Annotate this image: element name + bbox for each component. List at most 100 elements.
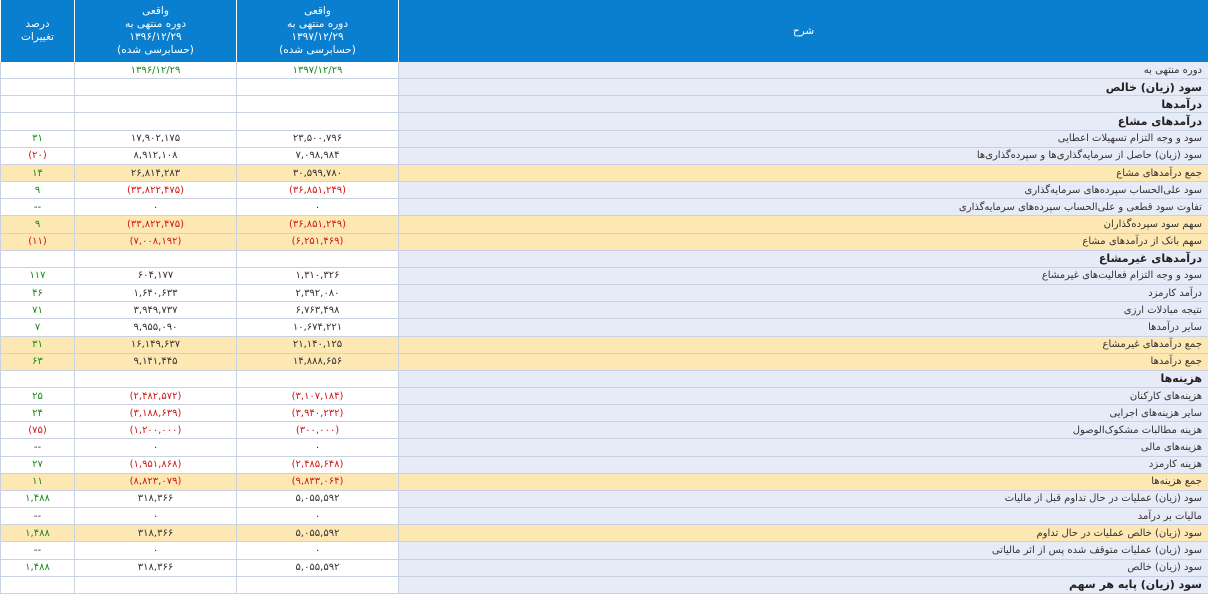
- value-cell: [0, 113, 74, 131]
- value-cell: ۶۰۴,۱۷۷: [74, 267, 236, 286]
- header-line: (حسابرسی شده): [117, 44, 194, 56]
- value-cell: ۷,۰۹۸,۹۸۴: [236, 147, 398, 165]
- value-cell: (۱۱): [0, 233, 74, 251]
- row-label: سایر هزینه‌های اجرایی: [398, 405, 1208, 423]
- row-label: سود (زیان) عملیات در حال تداوم قبل از ما…: [398, 490, 1208, 509]
- header-line: (حسابرسی شده): [279, 44, 356, 56]
- value-cell: ۳۱: [0, 130, 74, 148]
- row-label: سهم سود سپرده‌گذاران: [398, 216, 1208, 234]
- value-cell: (۶,۲۵۱,۴۶۹): [236, 233, 398, 251]
- value-cell: ۱۴,۸۸۸,۶۵۶: [236, 353, 398, 371]
- row-label: درآمد کارمزد: [398, 285, 1208, 303]
- value-cell: ۹: [0, 182, 74, 200]
- value-cell: (۳,۹۴۰,۲۳۲): [236, 405, 398, 423]
- header-line: تغییرات: [21, 31, 54, 43]
- row-label: سود (زیان) خالص: [398, 79, 1208, 97]
- row-label: درآمدهای غیرمشاع: [398, 250, 1208, 268]
- value-cell: ۸,۹۱۲,۱۰۸: [74, 147, 236, 165]
- value-cell: ۰: [74, 542, 236, 560]
- value-cell: ۰: [74, 199, 236, 217]
- value-cell: [236, 250, 398, 268]
- value-cell: ۰: [236, 199, 398, 217]
- value-cell: ۱,۴۸۸: [0, 559, 74, 577]
- value-cell: --: [0, 439, 74, 457]
- header-cell: واقعی دوره منتهی به ۱۳۹۶/۱۲/۲۹ (حسابرسی شده…: [74, 0, 236, 62]
- value-cell: ۱,۴۸۸: [0, 490, 74, 509]
- value-cell: (۳۳,۸۲۲,۴۷۵): [74, 182, 236, 200]
- value-cell: [236, 113, 398, 131]
- value-cell: (۱,۹۵۱,۸۶۸): [74, 456, 236, 474]
- header-cell: شرح: [398, 0, 1208, 62]
- value-cell: ۳۱۸,۳۶۶: [74, 490, 236, 509]
- value-cell: (۲,۴۸۲,۵۷۲): [74, 387, 236, 406]
- value-cell: ۱۶,۱۴۹,۶۳۷: [74, 336, 236, 354]
- value-cell: ۱۷,۹۰۲,۱۷۵: [74, 130, 236, 148]
- header-line: شرح: [792, 24, 815, 37]
- row-label: سود و وجه التزام فعالیت‌های غیرمشاع: [398, 267, 1208, 286]
- value-cell: ۱,۳۱۰,۳۲۶: [236, 267, 398, 286]
- header-line: درصد: [25, 18, 50, 30]
- row-label: سود (زیان) خالص عملیات در حال تداوم: [398, 525, 1208, 543]
- value-cell: [74, 79, 236, 97]
- value-cell: ۱۱۷: [0, 267, 74, 286]
- value-cell: [236, 96, 398, 114]
- value-cell: ۹: [0, 216, 74, 234]
- value-cell: ۱,۶۴۰,۶۳۳: [74, 285, 236, 303]
- header-line: ۱۳۹۷/۱۲/۲۹: [291, 31, 344, 43]
- row-label: هزینه‌ها: [398, 370, 1208, 388]
- value-cell: ۵,۰۵۵,۵۹۲: [236, 525, 398, 543]
- row-label: تفاوت سود قطعی و علی‌الحساب سپرده‌های سر…: [398, 199, 1208, 217]
- row-label: جمع درآمدهای مشاع: [398, 164, 1208, 183]
- row-label: مالیات بر درآمد: [398, 508, 1208, 526]
- header-line: واقعی: [304, 5, 331, 17]
- value-cell: ۱۴: [0, 164, 74, 183]
- row-label: سود (زیان) پایه هر سهم: [398, 576, 1208, 594]
- value-cell: [0, 370, 74, 388]
- row-label: هزینه‌های کارکنان: [398, 387, 1208, 406]
- value-cell: [74, 96, 236, 114]
- value-cell: --: [0, 542, 74, 560]
- row-label: نتیجه مبادلات ارزی: [398, 302, 1208, 320]
- row-label: سود (زیان) خالص: [398, 559, 1208, 577]
- value-cell: ۱۰,۶۷۴,۲۲۱: [236, 319, 398, 337]
- value-cell: (۲۰): [0, 147, 74, 165]
- value-cell: --: [0, 199, 74, 217]
- value-cell: ۴۶: [0, 285, 74, 303]
- value-cell: ۳۱۸,۳۶۶: [74, 525, 236, 543]
- value-cell: ۲۴: [0, 405, 74, 423]
- value-cell: ۰: [236, 439, 398, 457]
- value-cell: (۳,۱۸۸,۶۳۹): [74, 405, 236, 423]
- row-label: درآمدها: [398, 96, 1208, 114]
- value-cell: [74, 576, 236, 594]
- value-cell: (۳۳,۸۲۲,۴۷۵): [74, 216, 236, 234]
- row-label: جمع درآمدهای غیرمشاع: [398, 336, 1208, 354]
- row-label: سود (زیان) حاصل از سرمایه‌گذاری‌ها و سپر…: [398, 147, 1208, 165]
- row-label: سود و وجه التزام تسهیلات اعطایی: [398, 130, 1208, 148]
- value-cell: [0, 96, 74, 114]
- value-cell: --: [0, 508, 74, 526]
- value-cell: ۹,۹۵۵,۰۹۰: [74, 319, 236, 337]
- header-line: واقعی: [142, 5, 169, 17]
- value-cell: ۲,۳۹۲,۰۸۰: [236, 285, 398, 303]
- value-cell: ۲۳,۵۰۰,۷۹۶: [236, 130, 398, 148]
- value-cell: ۶۳: [0, 353, 74, 371]
- value-cell: (۷۵): [0, 422, 74, 440]
- value-cell: (۳۶,۸۵۱,۲۴۹): [236, 182, 398, 200]
- value-cell: ۳۱۸,۳۶۶: [74, 559, 236, 577]
- value-cell: ۵,۰۵۵,۵۹۲: [236, 490, 398, 509]
- value-cell: [236, 370, 398, 388]
- value-cell: [236, 79, 398, 97]
- value-cell: ۱,۴۸۸: [0, 525, 74, 543]
- value-cell: ۰: [236, 542, 398, 560]
- row-label: سود (زیان) عملیات متوقف شده پس از اثر ما…: [398, 542, 1208, 560]
- row-label: هزینه کارمزد: [398, 456, 1208, 474]
- value-cell: (۷,۰۰۸,۱۹۲): [74, 233, 236, 251]
- value-cell: (۲,۴۸۵,۶۴۸): [236, 456, 398, 474]
- row-label: دوره منتهی به: [398, 62, 1208, 80]
- header-line: ۱۳۹۶/۱۲/۲۹: [129, 31, 182, 43]
- row-label: سهم بانک از درآمدهای مشاع: [398, 233, 1208, 251]
- value-cell: [0, 250, 74, 268]
- value-cell: ۲۷: [0, 456, 74, 474]
- value-cell: ۵,۰۵۵,۵۹۲: [236, 559, 398, 577]
